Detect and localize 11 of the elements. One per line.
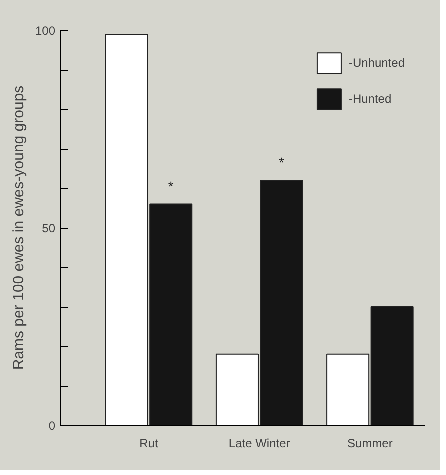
x-tick-label: Summer (348, 436, 393, 450)
y-axis-title: Rams per 100 ewes in ewes-young groups (10, 86, 28, 370)
x-tick-label: Late Winter (228, 436, 290, 450)
y-tick-label: 50 (42, 222, 56, 236)
y-tick-label: 100 (35, 24, 56, 38)
legend-label: -Hunted (348, 92, 392, 106)
annotation: * (168, 178, 174, 194)
x-tick-label: Rut (140, 436, 159, 450)
y-tick-label: 0 (48, 419, 56, 433)
annotation: * (278, 154, 285, 171)
legend-label: -Unhunted (348, 56, 405, 70)
